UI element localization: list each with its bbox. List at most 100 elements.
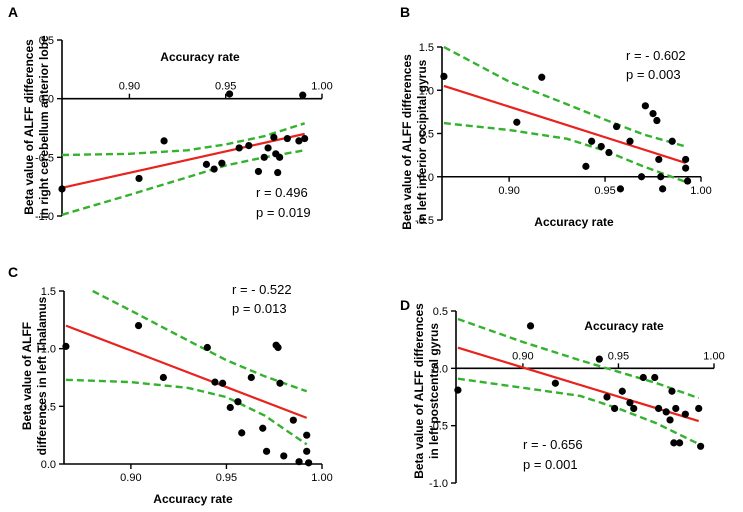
y-axis-title-line-1: Beta value of ALFF differences xyxy=(412,303,426,479)
data-point xyxy=(260,153,268,161)
y-tick-label: 0.5 xyxy=(419,129,434,141)
data-point xyxy=(682,164,690,172)
y-tick-label: 0.0 xyxy=(39,94,54,106)
confidence-band-upper xyxy=(61,122,306,157)
data-point xyxy=(616,185,625,193)
data-point xyxy=(611,404,619,413)
x-tick-label: 1.00 xyxy=(311,472,332,484)
panel-label: C xyxy=(8,264,18,280)
data-point xyxy=(259,424,267,432)
y-axis-title-line-2: in left inferior occipital gyrus xyxy=(415,59,429,224)
panel-label: B xyxy=(400,4,410,20)
regression-line xyxy=(443,84,686,164)
stat-r: r = - 0.522 xyxy=(232,282,292,297)
y-tick-label: 1.5 xyxy=(419,42,434,54)
data-point xyxy=(203,343,211,352)
confidence-band-lower xyxy=(443,121,687,184)
data-point xyxy=(639,373,647,382)
data-point xyxy=(551,379,559,387)
data-point xyxy=(659,185,667,193)
data-point xyxy=(440,72,448,81)
stat-p: p = 0.013 xyxy=(232,301,287,316)
data-point xyxy=(649,110,657,118)
stat-r: r = 0.496 xyxy=(256,185,308,200)
y-tick-label: -0.5 xyxy=(35,152,54,164)
data-point xyxy=(672,404,680,413)
confidence-band-lower xyxy=(65,378,308,446)
plot-area: -1.0 -0.5 0.0 0.5 0.90 0.95 1.00 xyxy=(429,306,725,490)
data-point xyxy=(262,447,271,455)
confidence-band-upper xyxy=(92,289,308,393)
confidence-band-upper xyxy=(443,45,687,148)
data-point xyxy=(283,134,291,143)
data-point xyxy=(135,174,143,183)
plot-area: -0.5 0.0 0.5 1.0 1.5 0.90 0.95 1.00 xyxy=(415,42,712,227)
data-point xyxy=(603,393,611,401)
data-point xyxy=(668,387,676,395)
y-tick-label: 1.0 xyxy=(41,344,56,356)
data-point xyxy=(210,165,218,173)
data-point xyxy=(219,379,227,387)
data-point xyxy=(654,404,663,413)
data-point xyxy=(280,452,288,460)
data-point xyxy=(582,162,590,170)
y-axis-title-line-2: in right cerebellum anterior lobe xyxy=(37,35,51,219)
data-point xyxy=(134,322,143,330)
data-point xyxy=(202,160,211,168)
confidence-band-upper xyxy=(457,317,700,400)
y-tick-label: 0.0 xyxy=(433,363,448,375)
data-point xyxy=(637,173,646,181)
data-point xyxy=(676,439,684,447)
data-point xyxy=(605,148,613,157)
panel-d: D Beta value of ALFF differences in left… xyxy=(400,297,725,490)
data-point xyxy=(62,342,70,350)
data-point xyxy=(655,155,663,164)
data-point xyxy=(454,386,462,394)
y-tick-label: 1.5 xyxy=(41,286,56,298)
x-axis-title: Accuracy rate xyxy=(584,319,664,333)
y-axis-title-line-1: Beta value of ALFF differences xyxy=(400,54,414,230)
data-point xyxy=(299,91,307,99)
x-tick-label: 0.90 xyxy=(512,350,533,362)
data-point xyxy=(211,378,219,386)
data-point xyxy=(235,144,243,152)
x-tick-label: 0.90 xyxy=(498,185,519,197)
data-point xyxy=(247,373,255,382)
y-axis-title-line-1: Beta value of ALFF differences xyxy=(22,39,36,215)
data-point xyxy=(159,373,167,382)
y-tick-label: -1.0 xyxy=(35,211,54,223)
confidence-band-lower xyxy=(61,149,305,216)
stat-p: p = 0.001 xyxy=(523,457,578,472)
data-point xyxy=(289,416,297,424)
data-point xyxy=(226,403,234,412)
data-point xyxy=(295,458,303,466)
data-point xyxy=(618,387,626,395)
data-point xyxy=(276,153,284,161)
x-tick-label: 0.95 xyxy=(594,185,615,197)
data-point xyxy=(681,410,689,418)
data-point xyxy=(695,404,703,413)
data-point xyxy=(526,322,535,330)
data-point xyxy=(626,137,634,145)
data-point xyxy=(513,118,521,126)
x-axis-title: Accuracy rate xyxy=(153,492,233,506)
x-tick-label: 1.00 xyxy=(703,350,724,362)
y-axis-title-line-1: Beta value of ALFF xyxy=(20,322,34,430)
data-point xyxy=(218,159,226,167)
data-point xyxy=(276,379,284,387)
plot-area: 0.0 0.5 1.0 1.5 0.90 0.95 1.00 xyxy=(41,286,333,484)
stat-p: p = 0.003 xyxy=(626,67,681,82)
x-tick-label: 0.90 xyxy=(120,472,141,484)
panel-label: A xyxy=(8,4,18,20)
data-point xyxy=(682,155,690,164)
panel-b: B Beta value of ALFF differences in left… xyxy=(400,4,712,230)
data-point xyxy=(668,137,676,145)
x-axis-title: Accuracy rate xyxy=(160,50,240,64)
y-tick-label: 0.0 xyxy=(41,459,56,471)
panel-c: C Beta value of ALFF differences in left… xyxy=(8,264,333,506)
y-tick-label: -1.0 xyxy=(429,478,448,490)
data-point xyxy=(245,142,253,150)
y-tick-label: -0.5 xyxy=(415,215,434,227)
data-point xyxy=(234,398,242,406)
